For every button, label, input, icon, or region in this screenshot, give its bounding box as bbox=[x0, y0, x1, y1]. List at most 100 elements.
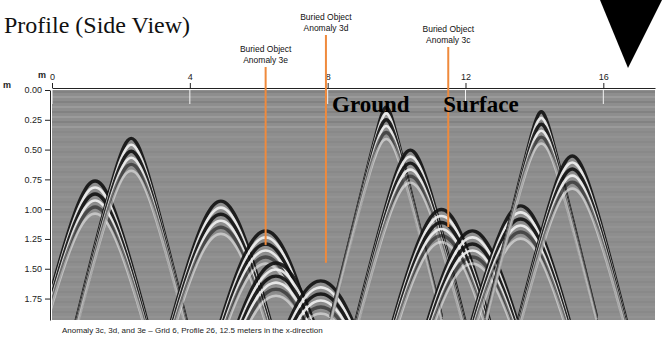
reflection bbox=[221, 263, 331, 320]
reflection bbox=[486, 112, 596, 320]
annotation: Buried ObjectAnomaly 3d bbox=[300, 12, 352, 263]
annotation-label: Buried Object bbox=[300, 12, 352, 22]
x-tick-label: 16 bbox=[599, 72, 609, 82]
reflection bbox=[517, 156, 627, 320]
reflection-band bbox=[486, 131, 596, 319]
texture-band bbox=[52, 291, 655, 293]
texture-band bbox=[52, 211, 655, 213]
y-tick: 0.25 bbox=[24, 115, 50, 125]
y-tick-mark bbox=[45, 90, 50, 91]
texture-band bbox=[52, 141, 655, 143]
annotation-line bbox=[265, 67, 267, 245]
texture-band bbox=[52, 286, 655, 288]
title: Profile (Side View) bbox=[4, 12, 190, 38]
reflection-band bbox=[76, 151, 186, 320]
texture-band bbox=[52, 126, 655, 128]
x-tick-mark bbox=[190, 83, 191, 88]
annotation-label: Buried Object bbox=[423, 24, 475, 34]
y-axis-line bbox=[50, 91, 51, 321]
texture-band bbox=[52, 241, 655, 243]
y-tick: 1.00 bbox=[24, 205, 50, 215]
y-tick-label: 0.75 bbox=[24, 175, 42, 185]
annotation-label: Buried Object bbox=[240, 44, 292, 54]
texture-band bbox=[52, 271, 655, 273]
texture-band bbox=[52, 131, 655, 133]
texture-band bbox=[52, 261, 655, 263]
y-tick: 0.00 bbox=[24, 85, 50, 95]
reflection bbox=[465, 206, 575, 320]
x-tick-label: 12 bbox=[461, 72, 471, 82]
y-tick: 1.50 bbox=[24, 264, 50, 274]
y-tick-label: 0.50 bbox=[24, 145, 42, 155]
y-tick-label: 1.50 bbox=[24, 264, 42, 274]
x-tick: 4 bbox=[188, 72, 193, 88]
caption: Anomaly 3c, 3d, and 3e – Grid 6, Profile… bbox=[62, 326, 323, 335]
y-axis-label: m bbox=[3, 80, 11, 90]
y-tick-label: 1.00 bbox=[24, 205, 42, 215]
y-tick-mark bbox=[45, 179, 50, 180]
texture-band bbox=[52, 281, 655, 283]
annotation-label: Anomaly 3e bbox=[243, 55, 288, 65]
y-tick-label: 1.25 bbox=[24, 234, 42, 244]
radargram-texture bbox=[52, 92, 655, 317]
y-tick-label: 0.25 bbox=[24, 115, 42, 125]
texture-band bbox=[52, 251, 655, 253]
reflection-band bbox=[76, 164, 186, 320]
reflection-band bbox=[517, 182, 627, 320]
y-tick: 0.50 bbox=[24, 145, 50, 155]
x-axis-label: m bbox=[38, 70, 46, 80]
texture-band bbox=[52, 216, 655, 218]
reflection-band bbox=[517, 163, 627, 320]
annotation-label: Anomaly 3d bbox=[303, 23, 348, 33]
x-tick-label: 0 bbox=[50, 72, 55, 82]
y-tick-mark bbox=[45, 269, 50, 270]
reflection-band bbox=[486, 118, 596, 317]
x-tick-mark bbox=[603, 83, 604, 88]
x-axis: 0481216 bbox=[50, 72, 656, 89]
page: {"chart_data": {"type": "radargram", "ti… bbox=[0, 0, 668, 339]
x-tick-inner bbox=[603, 90, 604, 104]
reflection-band bbox=[517, 189, 627, 320]
reflection-band bbox=[76, 158, 186, 320]
reflection-band bbox=[517, 176, 627, 320]
x-tick-inner bbox=[327, 90, 328, 104]
texture-band bbox=[52, 276, 655, 278]
reflection-band bbox=[486, 124, 596, 318]
x-tick: 12 bbox=[461, 72, 471, 88]
x-tick-label: 4 bbox=[188, 72, 193, 82]
x-tick: 16 bbox=[599, 72, 609, 88]
texture-band bbox=[52, 246, 655, 248]
x-tick-mark bbox=[328, 83, 329, 88]
y-tick-mark bbox=[45, 120, 50, 121]
texture-band bbox=[52, 266, 655, 268]
texture-band bbox=[52, 146, 655, 148]
annotation: Buried ObjectAnomaly 3c bbox=[423, 24, 475, 227]
y-tick-mark bbox=[45, 299, 50, 300]
reflection-band bbox=[517, 169, 627, 320]
x-tick-inner bbox=[52, 90, 53, 104]
x-tick: 0 bbox=[50, 72, 55, 88]
reflection-band bbox=[76, 171, 186, 320]
x-tick-mark bbox=[52, 83, 53, 88]
texture-band bbox=[52, 206, 655, 208]
radargram-background bbox=[52, 90, 655, 320]
x-tick-inner bbox=[189, 90, 190, 104]
y-axis: 0.00 0.25 0.50 0.75 1.00 1.25 1.50 1.75 bbox=[24, 85, 50, 320]
reflection-band bbox=[417, 264, 527, 320]
arrow bbox=[600, 0, 662, 68]
annotation-line bbox=[447, 47, 449, 227]
x-tick-mark bbox=[465, 83, 466, 88]
reflections bbox=[52, 107, 627, 320]
y-tick-label: 1.75 bbox=[24, 294, 42, 304]
y-tick-mark bbox=[45, 150, 50, 151]
y-tick: 0.75 bbox=[24, 175, 50, 185]
y-tick: 1.75 bbox=[24, 294, 50, 304]
reflection bbox=[52, 181, 150, 320]
texture-band bbox=[52, 121, 655, 123]
reflection bbox=[76, 138, 186, 320]
texture-band bbox=[52, 256, 655, 258]
x-axis-line bbox=[53, 88, 656, 89]
y-tick: 1.25 bbox=[24, 234, 50, 244]
surface-label: Ground Surface bbox=[332, 92, 519, 117]
annotation-label: Anomaly 3c bbox=[426, 35, 471, 45]
